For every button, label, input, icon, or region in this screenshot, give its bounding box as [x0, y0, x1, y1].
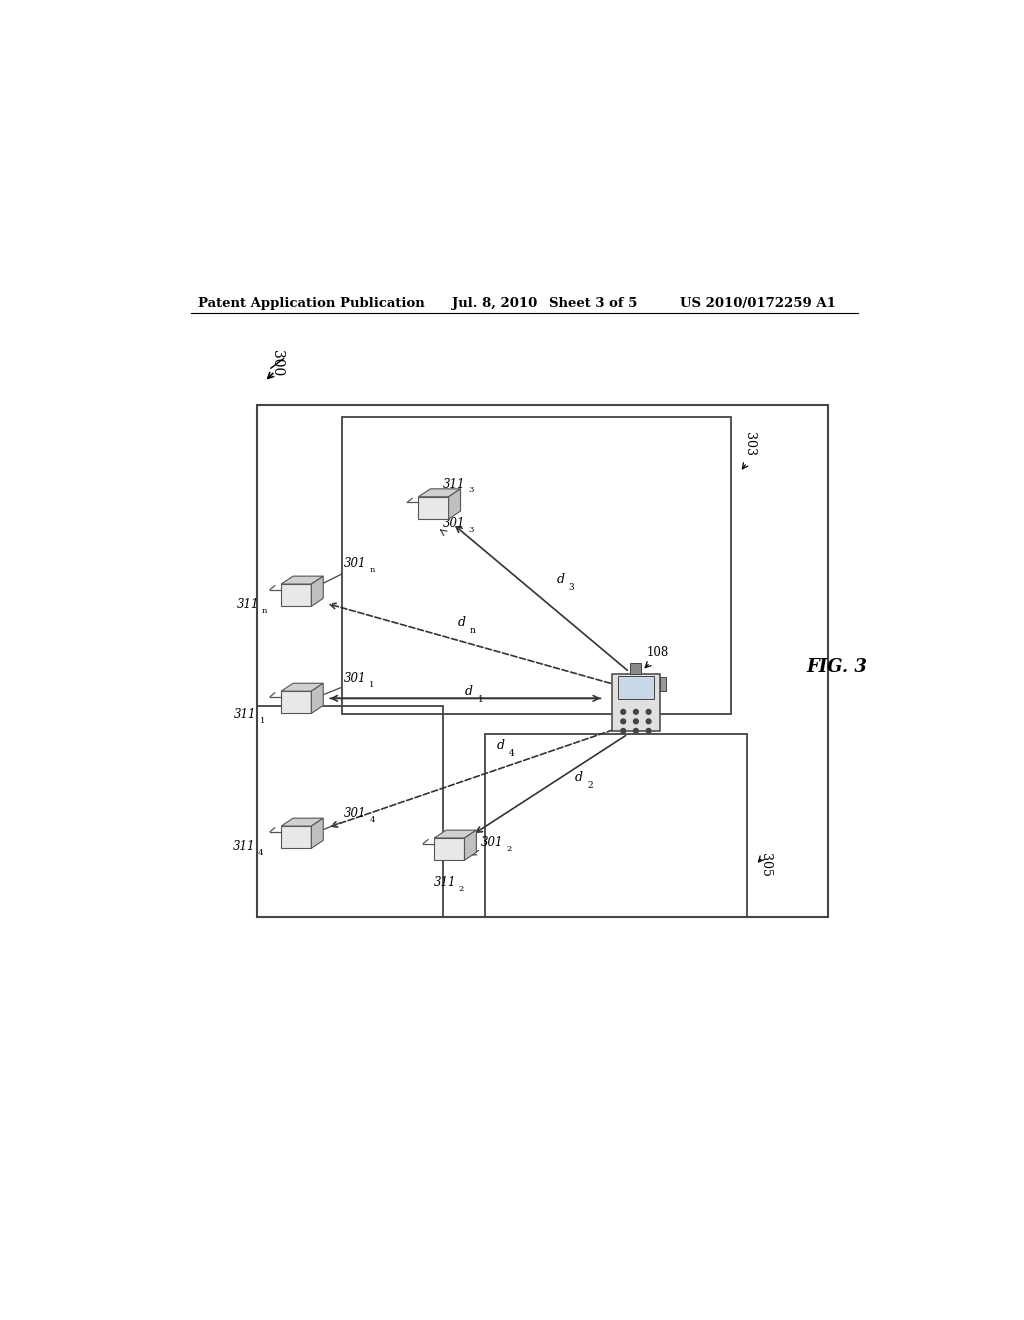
Polygon shape: [311, 818, 324, 849]
Text: Patent Application Publication: Patent Application Publication: [198, 297, 425, 310]
Text: 300: 300: [270, 350, 285, 376]
Text: d: d: [497, 739, 505, 752]
Circle shape: [646, 719, 651, 723]
Text: n: n: [262, 607, 267, 615]
Circle shape: [634, 709, 638, 714]
Circle shape: [634, 719, 638, 723]
Text: n: n: [469, 627, 475, 635]
Circle shape: [646, 729, 651, 734]
Text: d: d: [574, 771, 583, 784]
Text: 311: 311: [232, 841, 255, 853]
Text: 301: 301: [443, 517, 466, 531]
Polygon shape: [449, 488, 461, 519]
Circle shape: [646, 709, 651, 714]
Bar: [257, 706, 443, 916]
Polygon shape: [311, 576, 324, 606]
Text: 4: 4: [370, 816, 375, 824]
Polygon shape: [282, 684, 324, 692]
Text: 3: 3: [468, 487, 474, 495]
Polygon shape: [419, 496, 449, 519]
Bar: [631, 664, 641, 673]
Text: d: d: [458, 616, 465, 630]
Text: 311: 311: [433, 876, 456, 888]
Text: 303: 303: [743, 433, 756, 457]
Polygon shape: [282, 818, 324, 826]
Polygon shape: [465, 830, 476, 861]
Text: 301: 301: [344, 807, 367, 820]
Circle shape: [621, 719, 626, 723]
Circle shape: [621, 729, 626, 734]
Text: 301: 301: [344, 672, 367, 685]
Text: 311: 311: [234, 708, 257, 721]
Text: Jul. 8, 2010: Jul. 8, 2010: [452, 297, 537, 310]
Circle shape: [621, 709, 626, 714]
Polygon shape: [282, 826, 311, 849]
Polygon shape: [311, 684, 324, 713]
Bar: [485, 734, 748, 916]
Text: FIG. 3: FIG. 3: [806, 657, 867, 676]
Polygon shape: [434, 838, 465, 861]
Polygon shape: [282, 576, 324, 583]
Text: 311: 311: [443, 478, 466, 491]
Bar: [659, 677, 666, 692]
Text: d: d: [465, 685, 473, 698]
Text: n: n: [370, 566, 375, 574]
Text: 2: 2: [507, 845, 512, 853]
Text: 1: 1: [260, 717, 265, 725]
Bar: [612, 673, 659, 731]
Text: 311: 311: [237, 598, 259, 611]
Text: 1: 1: [477, 696, 483, 705]
Text: Sheet 3 of 5: Sheet 3 of 5: [549, 297, 637, 310]
Text: 108: 108: [646, 645, 669, 659]
Text: 3: 3: [468, 527, 474, 535]
Polygon shape: [282, 692, 311, 713]
Text: US 2010/0172259 A1: US 2010/0172259 A1: [680, 297, 836, 310]
Text: 4: 4: [258, 849, 263, 857]
Text: 301: 301: [344, 557, 367, 570]
Text: 1: 1: [370, 681, 375, 689]
Text: 3: 3: [568, 582, 574, 591]
Polygon shape: [419, 488, 461, 496]
Text: 4: 4: [509, 750, 515, 759]
Polygon shape: [282, 583, 311, 606]
Text: 2: 2: [587, 781, 593, 791]
Polygon shape: [434, 830, 476, 838]
Bar: [342, 417, 731, 714]
Text: d: d: [556, 573, 564, 586]
Bar: [257, 405, 828, 916]
Text: 2: 2: [459, 884, 464, 892]
Circle shape: [634, 729, 638, 734]
Text: 301: 301: [481, 837, 504, 849]
Text: 305: 305: [759, 853, 772, 876]
Bar: [618, 676, 653, 700]
